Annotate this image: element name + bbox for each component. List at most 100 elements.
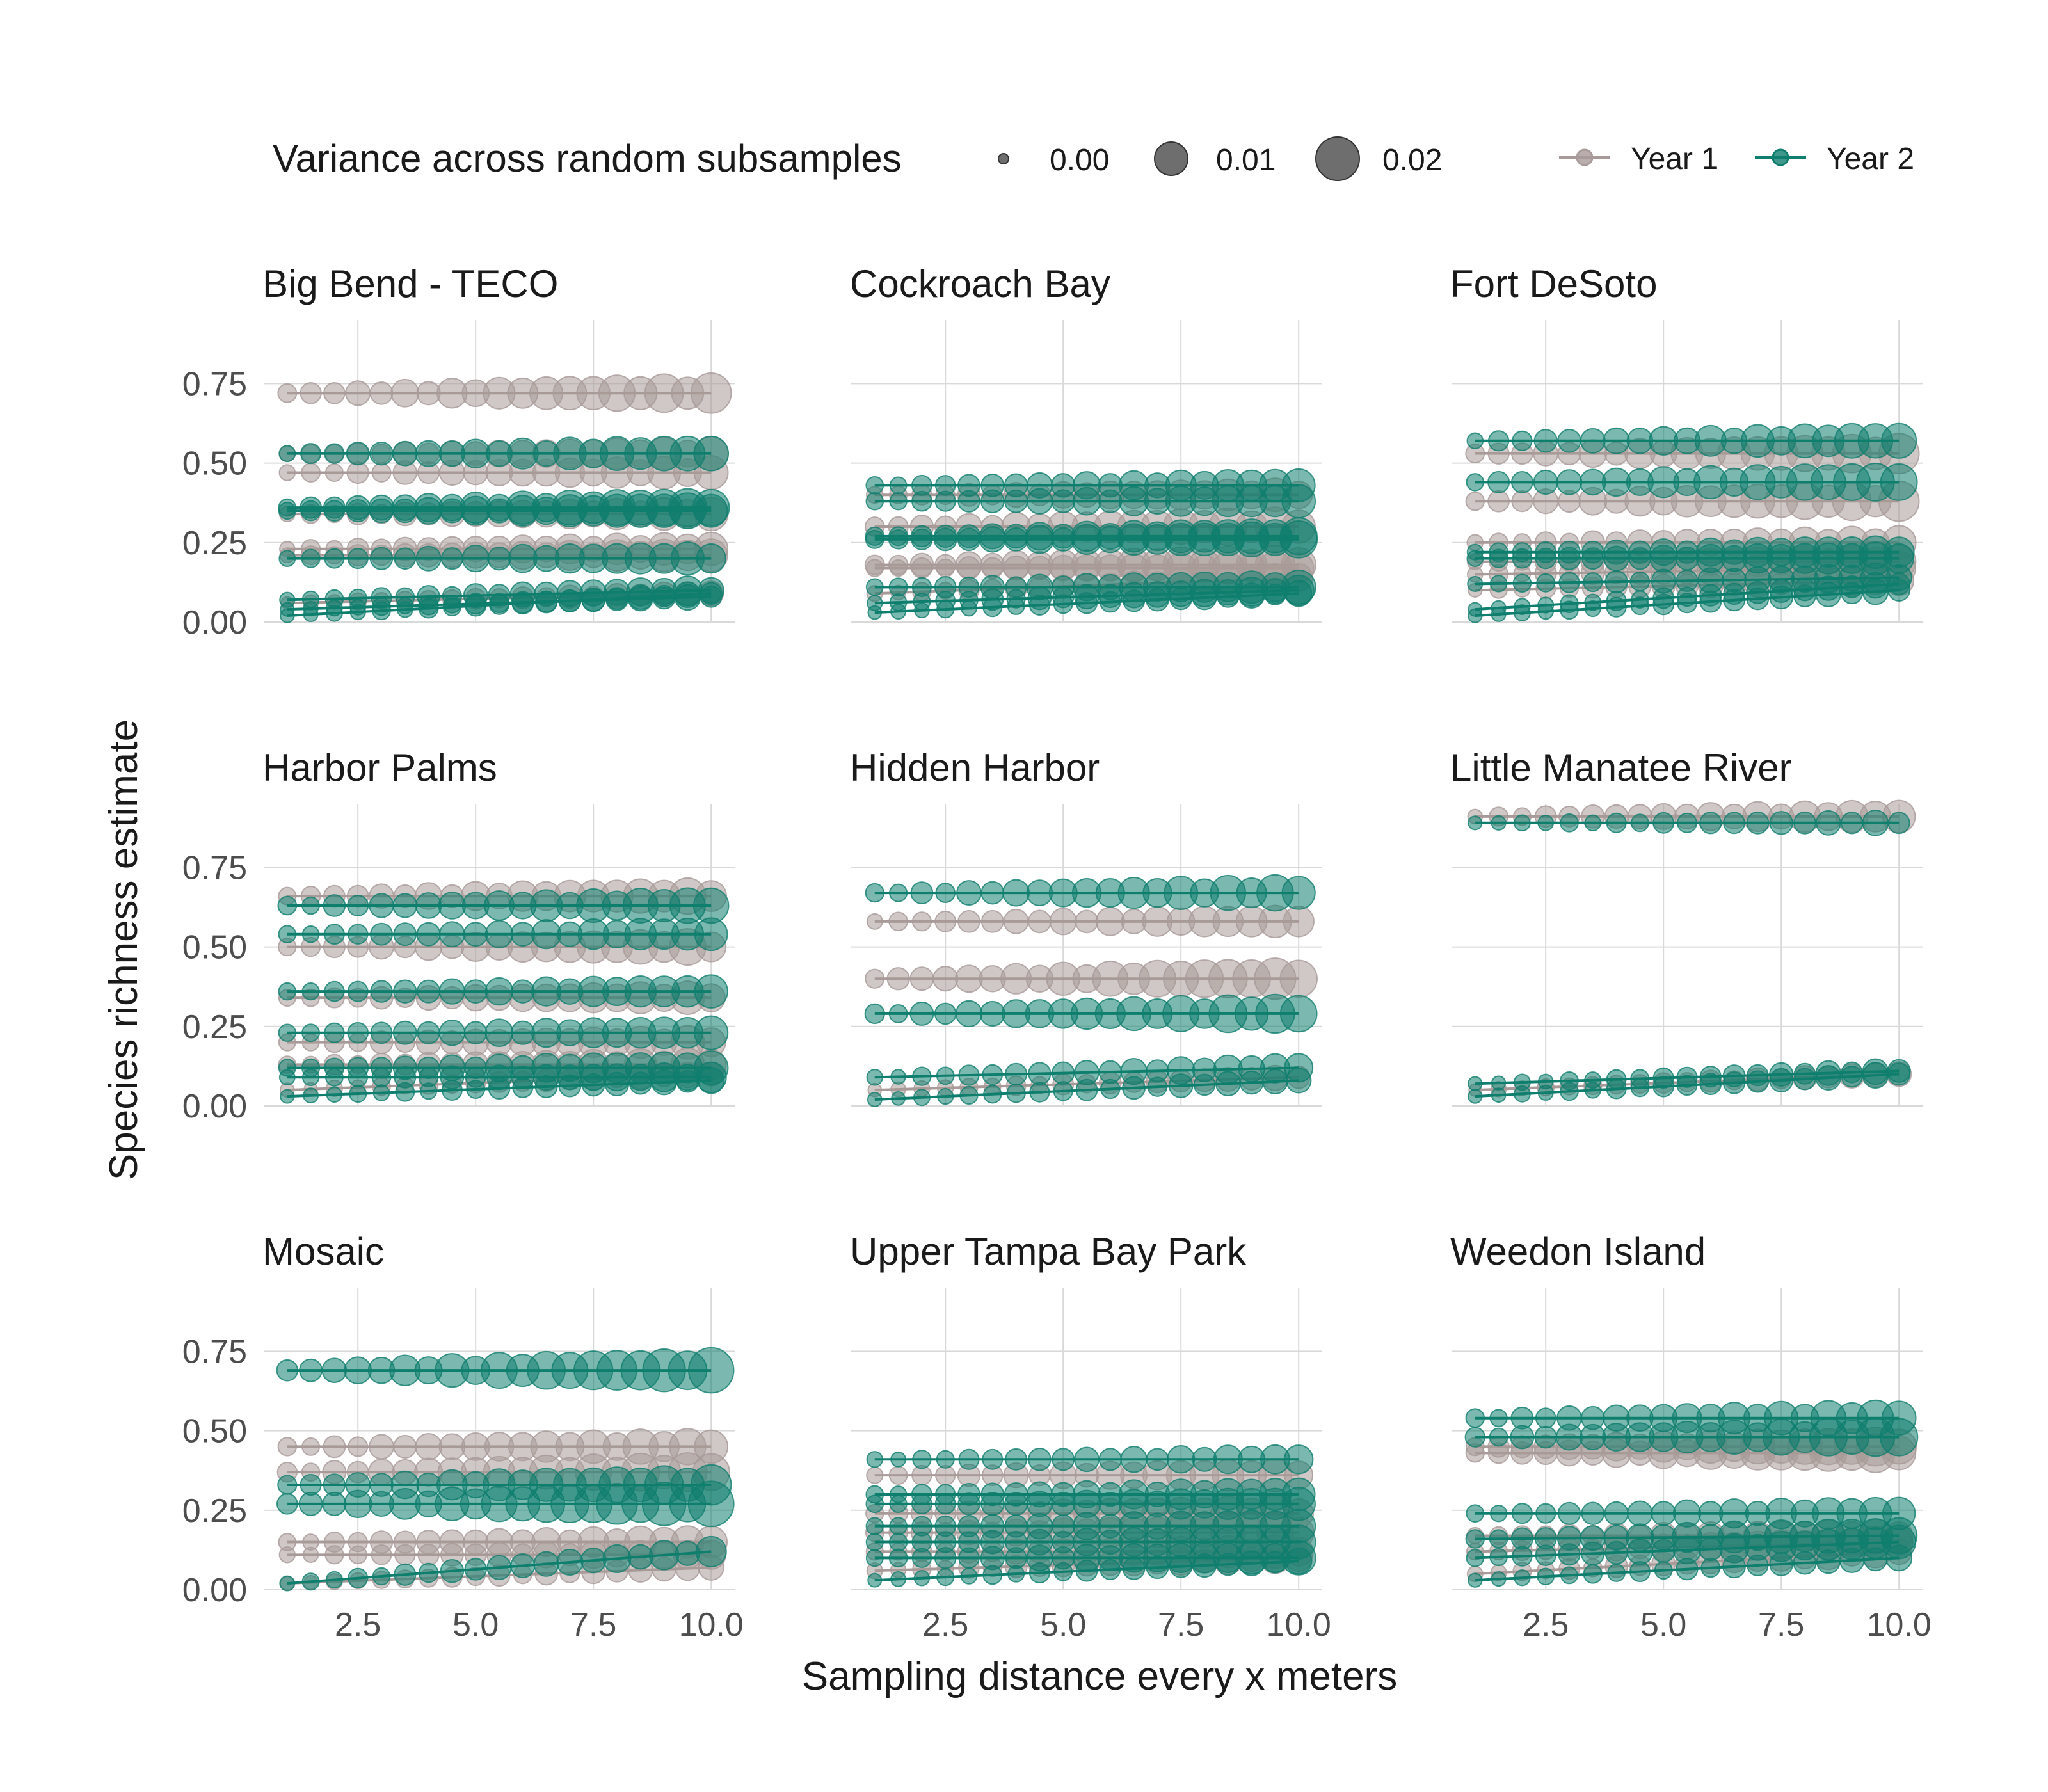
year-2-point: [1489, 1427, 1508, 1447]
year-2-point: [324, 980, 345, 1002]
y-tick-label: 0.00: [182, 1088, 247, 1125]
year-2-point: [300, 443, 322, 465]
year-2-point: [418, 598, 439, 619]
size-legend-label-2: 0.02: [1382, 143, 1442, 177]
year-2-point: [298, 1491, 323, 1516]
year-2-point: [913, 1570, 931, 1587]
x-tick-label: 7.5: [570, 1606, 616, 1644]
year-2-point: [1489, 1505, 1508, 1523]
year-2-point: [960, 1567, 978, 1585]
year-2-point: [280, 1089, 295, 1104]
year-2-point: [867, 1572, 883, 1588]
year-2-point: [890, 1451, 907, 1468]
year-2-point: [347, 548, 369, 570]
year-2-point: [959, 1085, 979, 1105]
year-2-point: [1466, 1549, 1485, 1567]
year-1-point: [909, 966, 934, 991]
year-2-point: [1100, 1078, 1121, 1100]
year-2-point: [417, 979, 441, 1004]
year-2-point: [1146, 1556, 1169, 1580]
year-1-point: [417, 1544, 440, 1566]
year-2-point: [1584, 814, 1602, 832]
year-1-point: [886, 967, 910, 991]
year-2-point: [865, 529, 884, 549]
year-2-point: [465, 595, 487, 617]
year-2-point: [1649, 426, 1679, 456]
year-2-point: [865, 883, 884, 903]
year-2-point: [958, 1547, 980, 1569]
facet-panel: Harbor Palms 0.00 0.25 0.50 0.75: [182, 746, 735, 1125]
year-2-point: [602, 1544, 632, 1573]
year-2-point: [694, 974, 728, 1009]
year-2-point: [1630, 596, 1649, 616]
year-2-point: [1862, 1058, 1889, 1085]
year-2-point: [1051, 527, 1076, 552]
year-2-point: [1630, 1069, 1650, 1089]
year-2-point: [1607, 1564, 1626, 1582]
year-2-point: [865, 578, 884, 596]
facet-title: Weedon Island: [1450, 1230, 1706, 1273]
year-1-point: [369, 1434, 394, 1460]
year-2-point: [1489, 575, 1508, 593]
year-2-point: [1841, 1061, 1863, 1084]
year-2-point: [1005, 1062, 1028, 1085]
year-1-point: [1028, 909, 1052, 934]
year-2-point: [1512, 548, 1533, 569]
year-1-point: [934, 910, 957, 932]
year-2-point: [1815, 810, 1841, 836]
year-2-point: [1026, 1491, 1053, 1517]
year-2-point: [958, 1064, 980, 1086]
year-2-point: [347, 1021, 369, 1044]
year-2-point: [531, 919, 562, 950]
year-2-point: [1722, 1064, 1746, 1088]
year-2-point: [535, 591, 558, 614]
year-2-point: [280, 608, 295, 623]
year-2-point: [372, 1084, 390, 1101]
year-2-point: [1583, 1564, 1603, 1584]
year-2-point: [865, 1549, 884, 1567]
year-2-point: [301, 1023, 320, 1043]
year-2-point: [460, 495, 491, 526]
year-2-point: [979, 1000, 1005, 1027]
year-2-point: [324, 548, 345, 569]
year-1-point: [324, 463, 344, 483]
year-2-point: [301, 548, 321, 568]
year-2-point: [486, 1555, 512, 1580]
size-legend-swatch-2: [1315, 136, 1360, 181]
facet-title: Little Manatee River: [1450, 746, 1792, 789]
year-1-point: [865, 968, 885, 989]
year-2-point: [324, 1022, 345, 1043]
year-2-point: [648, 1540, 680, 1571]
year-2-point: [441, 1079, 463, 1101]
year-2-point: [1628, 547, 1652, 570]
year-2-point: [347, 895, 369, 916]
year-2-point: [415, 497, 443, 525]
year-2-point: [348, 1567, 369, 1588]
year-2-point: [1700, 1558, 1721, 1578]
year-2-point: [891, 1091, 906, 1106]
year-2-point: [937, 1088, 954, 1105]
facet-panel: Cockroach Bay: [850, 262, 1322, 623]
year-2-point: [1100, 1559, 1121, 1581]
year-2-point: [1651, 1501, 1676, 1526]
year-2-point: [1075, 1078, 1098, 1101]
y-tick-label: 0.00: [182, 1572, 247, 1609]
year-2-point: [1279, 520, 1318, 559]
y-tick-label: 0.25: [182, 1009, 247, 1046]
year-2-point: [867, 605, 883, 620]
year-1-point: [1075, 909, 1099, 934]
size-legend-swatch-0: [998, 153, 1009, 164]
year-2-point: [1098, 489, 1123, 513]
year-2-point: [461, 545, 490, 573]
year-2-point: [674, 581, 701, 609]
year-2-point: [1793, 811, 1816, 835]
year-2-point: [323, 500, 346, 522]
x-tick-label: 2.5: [922, 1606, 968, 1644]
year-2-point: [1487, 430, 1510, 452]
year-2-point: [865, 476, 884, 495]
year-2-point: [463, 922, 488, 947]
year-1-point: [348, 1436, 369, 1457]
year-2-point: [1885, 1544, 1913, 1572]
year-2-point: [1512, 430, 1533, 451]
year-2-point: [957, 1492, 980, 1516]
